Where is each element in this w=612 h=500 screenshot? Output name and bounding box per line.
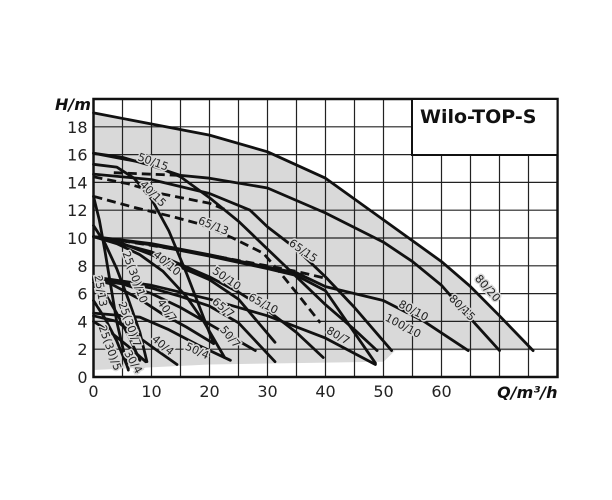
series-line-50-4 [92,311,232,362]
series-line-dashed [93,235,326,280]
y-tick-label: 6 [77,285,87,304]
x-tick-label: 50 [373,382,393,401]
series-line-25-30-7 [92,281,142,362]
y-tick-label: 4 [77,312,87,331]
x-axis-label: Q/m³/h [497,383,557,402]
series-line-50-15 [92,151,379,352]
x-tick-label: 10 [141,382,161,401]
x-tick-label: 0 [88,382,98,401]
y-tick-label: 12 [67,201,87,220]
series-line-40-15 [92,162,215,345]
series-line-50-7 [92,278,257,352]
series-line-80-20 [92,111,535,352]
y-axis-label: H/m [55,95,91,114]
chart-title: Wilo-TOP-S [420,106,536,128]
series-line-80-7 [92,275,377,366]
x-tick-label: 60 [431,382,451,401]
series-line-65-13 [93,194,322,324]
series-line-25-13 [92,194,130,372]
title-box [411,98,559,156]
y-tick-label: 8 [77,257,87,276]
x-tick-label: 30 [257,382,277,401]
series-line-65-10 [92,235,325,359]
series-line-65-7 [92,276,277,364]
x-tick-label: 40 [315,382,335,401]
series-line-25-30-5 [92,299,130,371]
y-tick-label: 2 [77,340,87,359]
y-tick-label: 0 [77,368,87,387]
tick-labels: 0 10 20 30 40 50 60 0 2 4 6 8 10 12 14 16 18 [67,118,452,401]
y-tick-label: 10 [67,229,87,248]
y-tick-label: 16 [67,146,87,165]
curves [92,111,535,372]
series-line-dashed [113,171,181,177]
y-tick-label: 18 [67,118,87,137]
series-line-65-15 [92,172,393,352]
series-line-30-4 [92,320,148,364]
x-tick-label: 20 [199,382,219,401]
y-tick-label: 14 [67,173,87,192]
series-line-40-4 [92,314,179,366]
